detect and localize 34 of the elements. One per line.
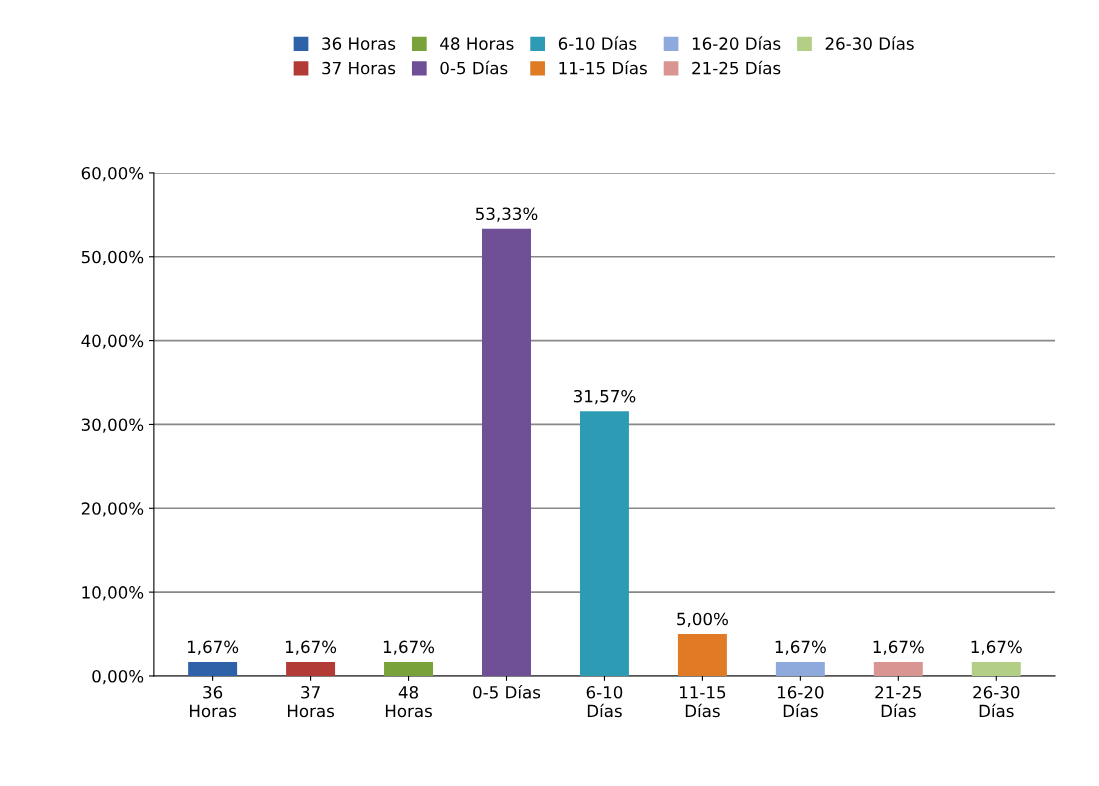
data-label: 5,00%	[677, 612, 728, 627]
y-tick-label: 30,00%	[81, 418, 144, 433]
data-label: 31,57%	[573, 389, 636, 405]
y-tick-label: 20,00%	[81, 502, 144, 517]
legend-label: 21-25 Días	[692, 60, 781, 75]
data-label: 1,67%	[873, 640, 924, 655]
data-label: 1,67%	[383, 640, 435, 655]
x-tick-label: 16-20 Días	[777, 685, 824, 718]
legend-label: 48 Horas	[440, 37, 514, 50]
x-tick-label: 26-30 Días	[973, 685, 1020, 718]
x-tick-label: 11-15 Días	[680, 686, 726, 718]
x-tick-label: 37 Horas	[287, 685, 335, 718]
x-tick-label: 21-25 Días	[875, 685, 922, 718]
y-tick-label: 0,00%	[92, 669, 144, 685]
legend-label: 0-5 Días	[440, 60, 508, 75]
data-label: 1,67%	[285, 640, 337, 655]
legend-label: 16-20 Días	[692, 36, 781, 50]
legend-label: 6-10 Días	[558, 36, 637, 50]
data-label: 1,67%	[775, 640, 826, 655]
y-tick-label: 10,00%	[82, 586, 144, 601]
legend-label: 26-30 Días	[825, 36, 914, 50]
x-tick-label: 48 Horas	[385, 685, 432, 718]
x-tick-label: 6-10 Días	[586, 685, 623, 718]
legend-label: 11-15 Días	[559, 60, 647, 75]
y-tick-label: 40,00%	[81, 334, 144, 349]
legend-label: 36 Horas	[322, 37, 396, 50]
data-label: 53,33%	[476, 207, 538, 222]
legend-label: 37 Horas	[322, 61, 396, 75]
x-tick-label: 0-5 Días	[473, 685, 541, 699]
y-tick-label: 60,00%	[81, 166, 144, 182]
y-tick-label: 50,00%	[81, 250, 144, 266]
data-label: 1,67%	[187, 640, 239, 655]
x-tick-label: 36 Horas	[190, 685, 237, 718]
data-label: 1,67%	[971, 640, 1022, 655]
